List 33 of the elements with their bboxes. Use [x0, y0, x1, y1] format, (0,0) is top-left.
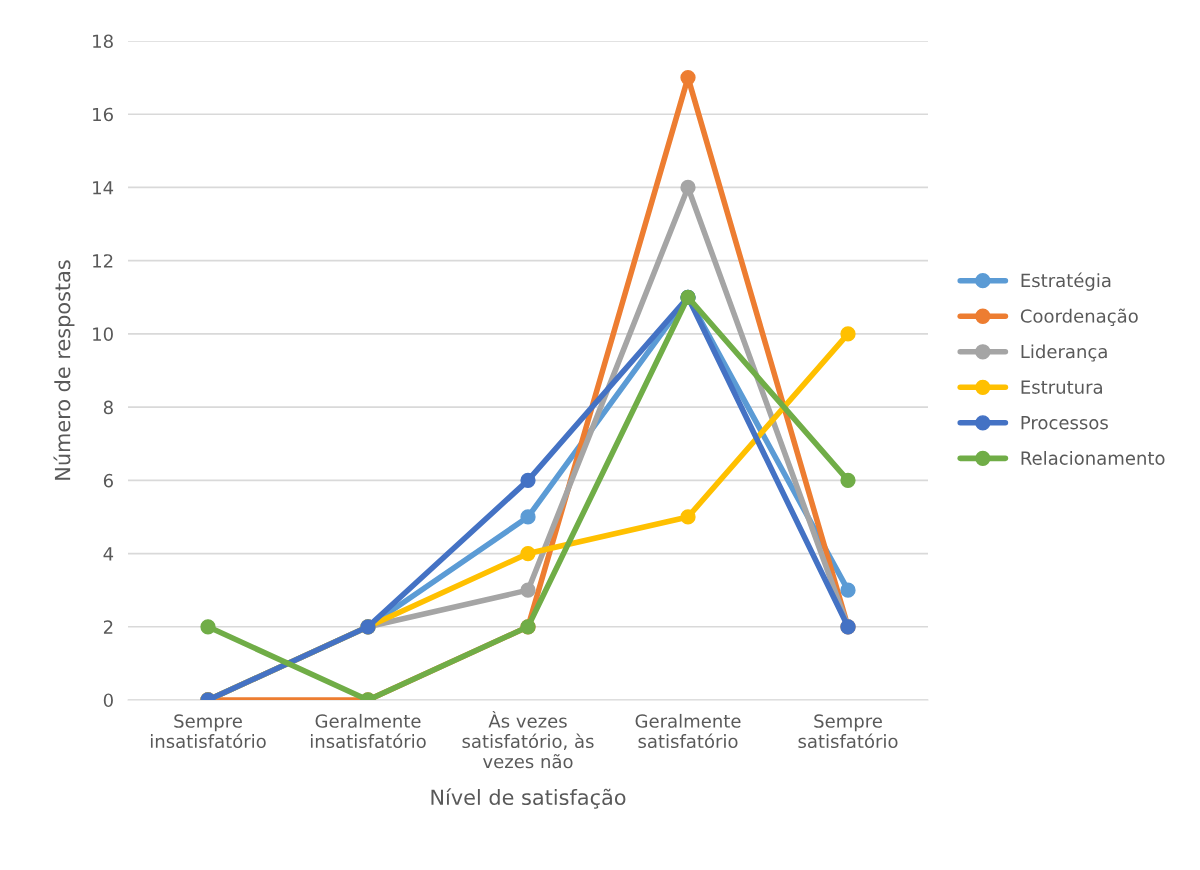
y-tick-label: 6	[103, 473, 113, 488]
legend-label: Estrutura	[1021, 380, 1102, 394]
legend-label: Processos	[1021, 415, 1108, 430]
y-tick-label: 2	[103, 620, 113, 634]
legend-label: Estratégia	[1021, 272, 1111, 291]
y-tick-label: 4	[103, 547, 114, 561]
legend-label: Coordenação	[1020, 308, 1138, 327]
point	[520, 545, 536, 562]
x-tick-label: Às vezes satisfatório, às vezes não	[462, 710, 594, 769]
x-tick-label: Geralmente insatisfatório	[310, 713, 426, 749]
y-tick-label: 14	[93, 181, 114, 195]
point	[840, 472, 856, 488]
point	[840, 582, 856, 598]
point	[840, 326, 856, 342]
point	[200, 619, 216, 635]
x-tick-label: Sempre satisfatório	[798, 714, 898, 749]
y-tick-label: 18	[93, 34, 113, 49]
y-tick-label: 8	[103, 400, 113, 415]
point	[520, 509, 536, 525]
legend-label: Liderança	[1021, 344, 1107, 362]
point	[680, 69, 696, 86]
x-axis-title: Nível de satisfação	[431, 788, 626, 809]
y-axis-title: Número de respostas	[53, 260, 75, 480]
point	[520, 582, 536, 598]
x-tick-label: Geralmente satisfatório	[635, 713, 741, 749]
y-tick-label: 16	[93, 107, 113, 122]
legend-label: Relacionamento	[1021, 450, 1165, 465]
y-tick-label: 0	[103, 693, 113, 708]
y-tick-label: 12	[93, 254, 113, 268]
point	[680, 509, 696, 525]
y-tick-label: 10	[93, 327, 113, 342]
x-tick-label: Sempre insatisfatório	[150, 714, 266, 749]
point	[520, 472, 536, 488]
